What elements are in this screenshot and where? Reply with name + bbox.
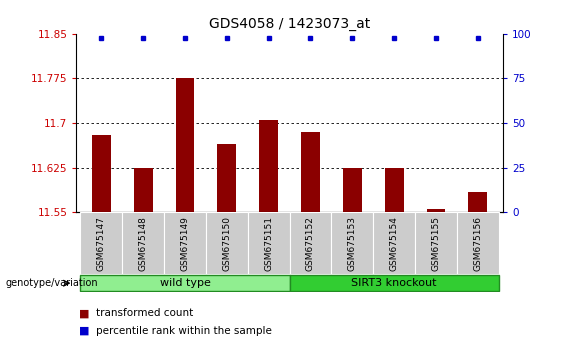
Text: transformed count: transformed count: [96, 308, 193, 318]
Bar: [176, 78, 194, 212]
Text: GSM675154: GSM675154: [390, 216, 399, 271]
Bar: [415, 212, 457, 274]
Bar: [373, 212, 415, 274]
Bar: [468, 192, 487, 212]
Bar: [164, 212, 206, 274]
Bar: [206, 212, 247, 274]
Bar: [385, 168, 403, 212]
Text: GSM675148: GSM675148: [138, 216, 147, 271]
Bar: [332, 212, 373, 274]
Bar: [457, 212, 499, 274]
Bar: [92, 135, 111, 212]
Bar: [259, 120, 278, 212]
Bar: [122, 212, 164, 274]
Text: GSM675151: GSM675151: [264, 216, 273, 271]
Bar: [80, 212, 122, 274]
Bar: [289, 212, 332, 274]
Text: GSM675152: GSM675152: [306, 216, 315, 271]
Text: GSM675149: GSM675149: [180, 216, 189, 271]
Bar: [343, 168, 362, 212]
Text: genotype/variation: genotype/variation: [6, 278, 98, 288]
Text: SIRT3 knockout: SIRT3 knockout: [351, 278, 437, 288]
Text: GSM675147: GSM675147: [97, 216, 106, 271]
Text: ■: ■: [79, 326, 90, 336]
Text: GSM675153: GSM675153: [348, 216, 357, 271]
Text: wild type: wild type: [159, 278, 210, 288]
Text: GSM675156: GSM675156: [473, 216, 483, 271]
Bar: [427, 210, 445, 212]
Bar: [218, 144, 236, 212]
Title: GDS4058 / 1423073_at: GDS4058 / 1423073_at: [209, 17, 370, 31]
Text: ■: ■: [79, 308, 90, 318]
Bar: [289, 275, 499, 291]
Text: GSM675150: GSM675150: [223, 216, 231, 271]
Text: GSM675155: GSM675155: [432, 216, 441, 271]
Text: percentile rank within the sample: percentile rank within the sample: [96, 326, 272, 336]
Bar: [247, 212, 290, 274]
Bar: [80, 275, 289, 291]
Bar: [301, 132, 320, 212]
Bar: [134, 168, 153, 212]
